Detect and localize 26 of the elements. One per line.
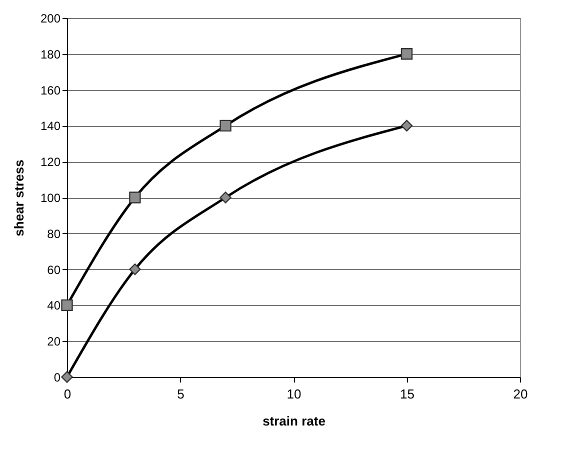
y-tick-label: 140 [40, 119, 61, 134]
x-tick-label: 20 [513, 386, 528, 402]
x-tick-label: 0 [64, 386, 72, 402]
x-tick-label: 5 [177, 386, 184, 402]
y-tick-label: 200 [40, 12, 61, 26]
point [129, 192, 141, 204]
y-tick-label: 100 [40, 191, 61, 205]
point [61, 371, 73, 383]
point [129, 263, 141, 276]
y-tick-label: 0 [54, 370, 61, 384]
point [61, 299, 73, 312]
y-tick-label: 180 [40, 47, 61, 62]
x-axis-title: strain rate [262, 414, 326, 428]
x-tick-label: 15 [400, 386, 414, 402]
point [400, 120, 413, 132]
y-tick-label: 120 [40, 155, 61, 170]
point [400, 48, 413, 60]
y-axis-title: shear stress [11, 160, 26, 236]
point [220, 192, 232, 204]
y-tick-label: 160 [40, 83, 61, 98]
x-tick-label: 10 [286, 386, 302, 402]
y-tick-label: 80 [47, 226, 61, 241]
point [220, 120, 232, 132]
y-tick-label: 20 [47, 334, 61, 349]
y-tick-label: 40 [47, 298, 61, 313]
y-tick-label: 60 [47, 262, 61, 277]
